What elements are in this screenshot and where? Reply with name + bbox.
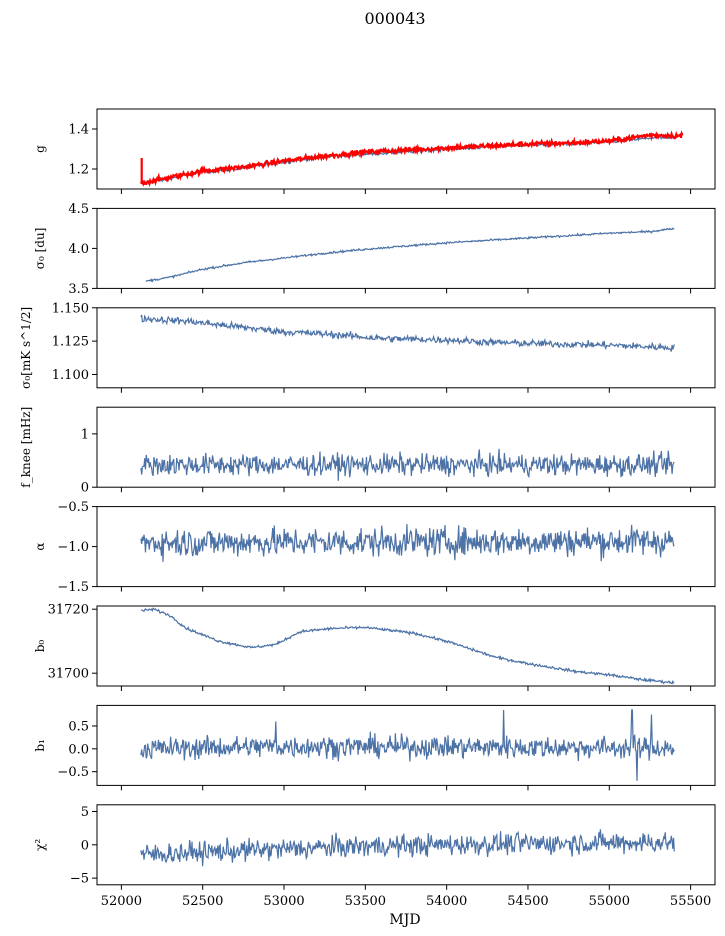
x-tick-label: 55000 — [589, 894, 630, 909]
x-tick-label: 53000 — [263, 894, 304, 909]
series-line-fknee-0 — [140, 448, 675, 481]
y-tick-label: 1.100 — [52, 368, 89, 383]
x-tick-label: 54500 — [507, 894, 548, 909]
y-tick-label: 31720 — [48, 603, 89, 618]
y-tick-label: −5 — [70, 872, 89, 887]
panel-frame — [96, 605, 716, 687]
y-axis-label: χ² — [33, 839, 47, 851]
x-tick-label: 55500 — [670, 894, 711, 909]
y-axis-label: σ₀ [du] — [33, 228, 47, 270]
y-tick-label: 3.5 — [68, 282, 89, 297]
y-axis-label: b₀ — [33, 640, 47, 653]
y-axis-label: g — [33, 145, 47, 153]
x-axis-label: MJD — [389, 912, 420, 928]
panel-frame — [96, 406, 716, 488]
figure-title: 000043 — [364, 9, 425, 28]
y-tick-label: 0 — [81, 481, 89, 496]
y-tick-label: 4.0 — [68, 242, 89, 257]
panel-frame — [96, 307, 716, 389]
panel-frame — [96, 704, 716, 786]
y-tick-label: 1 — [81, 427, 89, 442]
y-tick-label: 1.150 — [52, 301, 89, 316]
panels: 1.2 1.4 g 3.5 4.0 4.5 σ₀ [du] 1.100 1.125 1.150 σ₀… — [19, 108, 716, 890]
x-axis: 52000 52500 53000 53500 54000 54500 55000 55500 — [101, 894, 712, 909]
y-tick-label: −1.5 — [57, 580, 89, 595]
y-tick-label: 5 — [81, 805, 89, 820]
series-line-g-0 — [140, 135, 675, 185]
panel-frame — [96, 207, 716, 289]
x-tick-label: 52000 — [101, 894, 142, 909]
panel-alpha: −1.5 −1.0 −0.5 α — [33, 500, 716, 595]
y-tick-label: 1.2 — [68, 163, 89, 178]
y-tick-label: 0 — [81, 838, 89, 853]
y-tick-label: 4.5 — [68, 202, 89, 217]
panel-b0: 31700 31720 b₀ — [33, 603, 716, 691]
y-axis-label: f_knee [mHz] — [19, 407, 33, 488]
series-line-sigma0_mks-0 — [140, 314, 675, 352]
panel-sigma0: 3.5 4.0 4.5 σ₀ [du] — [33, 202, 716, 297]
y-axis-label: α — [33, 543, 47, 551]
y-tick-label: 31700 — [48, 667, 89, 682]
panel-b1: −0.5 0.0 0.5 b₁ — [33, 704, 716, 791]
x-tick-label: 53500 — [345, 894, 386, 909]
series-line-g-1 — [140, 130, 684, 188]
y-tick-label: −0.5 — [57, 765, 89, 780]
panel-frame — [96, 108, 716, 190]
y-axis-label: b₁ — [33, 739, 47, 752]
y-tick-label: 1.4 — [68, 123, 89, 138]
y-tick-label: −1.0 — [57, 540, 89, 555]
panel-fknee: 0 1 f_knee [mHz] — [19, 406, 716, 496]
series-line-b1-0 — [140, 709, 675, 781]
y-tick-label: 1.125 — [52, 335, 89, 350]
panel-sigma0_mks: 1.100 1.125 1.150 σ₀[mK s^1/2] — [19, 301, 716, 393]
y-axis-label: σ₀[mK s^1/2] — [19, 307, 33, 389]
y-tick-label: −0.5 — [57, 500, 89, 515]
series-line-alpha-0 — [140, 523, 675, 562]
x-tick-label: 52500 — [182, 894, 223, 909]
y-tick-label: 0.0 — [68, 742, 89, 757]
y-tick-label: 0.5 — [68, 719, 89, 734]
series-line-sigma0-0 — [145, 227, 675, 283]
series-line-chi2-0 — [140, 829, 675, 867]
panel-g: 1.2 1.4 g — [33, 108, 716, 194]
panel-chi2: −5 0 5 χ² — [33, 804, 716, 890]
series-line-b0-0 — [140, 607, 675, 685]
x-tick-label: 54000 — [426, 894, 467, 909]
